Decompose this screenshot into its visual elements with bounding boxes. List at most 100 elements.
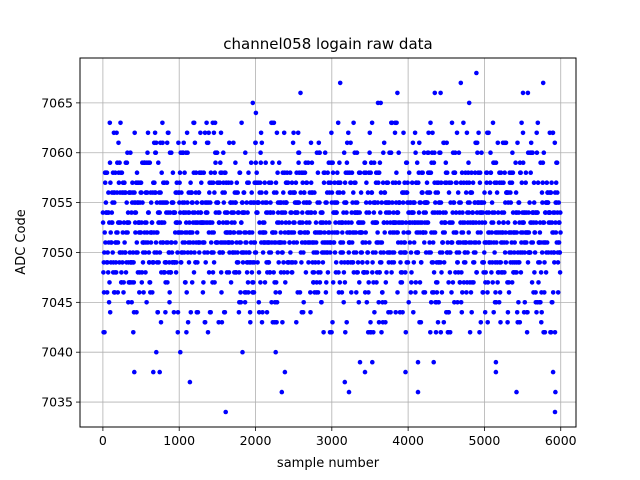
data-point	[455, 190, 461, 195]
data-point	[214, 150, 220, 155]
axis-ticks: 0 1000 2000 3000 4000 5000 6000 7035 7040 7045 705…	[41, 95, 577, 448]
data-point	[202, 320, 208, 325]
data-point	[479, 150, 484, 155]
data-point	[106, 210, 111, 215]
data-point	[403, 220, 409, 225]
data-point	[447, 330, 453, 335]
data-point	[486, 130, 491, 136]
data-point	[268, 250, 274, 255]
data-point	[547, 210, 553, 215]
data-point	[388, 310, 393, 315]
data-point	[152, 180, 157, 185]
data-point	[102, 330, 107, 335]
data-point	[292, 220, 297, 225]
data-point	[201, 170, 207, 175]
data-point	[473, 220, 479, 225]
data-point	[147, 160, 153, 165]
data-point	[360, 220, 366, 225]
data-point	[329, 190, 335, 195]
data-point	[106, 190, 111, 195]
data-point	[517, 260, 522, 265]
data-point	[335, 120, 341, 126]
data-point	[311, 280, 316, 285]
data-point	[384, 270, 389, 275]
data-point	[115, 290, 121, 295]
data-point	[402, 240, 408, 245]
data-point	[510, 170, 516, 175]
data-point	[432, 150, 437, 155]
data-point	[541, 220, 547, 225]
data-point	[248, 320, 253, 325]
data-point	[509, 180, 515, 185]
data-point	[367, 130, 373, 136]
data-point	[513, 160, 518, 165]
data-point	[542, 330, 548, 335]
data-point	[130, 250, 136, 255]
data-point	[315, 290, 321, 295]
data-point	[493, 290, 498, 295]
data-point	[324, 200, 329, 205]
data-point	[497, 290, 503, 295]
data-point	[127, 250, 133, 255]
data-point	[302, 190, 307, 195]
data-point	[221, 150, 226, 155]
data-point	[516, 210, 522, 215]
data-point	[520, 160, 526, 165]
data-point	[378, 210, 383, 215]
data-point	[454, 230, 459, 235]
data-point	[539, 320, 544, 325]
outlier-point	[346, 389, 352, 395]
data-point	[211, 230, 216, 235]
data-point	[512, 220, 518, 225]
data-point	[329, 330, 334, 335]
data-point	[344, 140, 350, 146]
data-point	[203, 260, 208, 265]
y-tick-label: 7065	[41, 95, 73, 110]
data-point	[105, 260, 110, 265]
data-point	[256, 270, 262, 275]
data-point	[235, 250, 240, 255]
data-point	[548, 190, 554, 195]
data-point	[427, 240, 432, 245]
data-point	[444, 170, 450, 175]
x-axis-label: sample number	[277, 456, 380, 471]
data-point	[431, 290, 437, 295]
data-point	[227, 140, 232, 146]
data-point	[423, 210, 429, 215]
data-point	[384, 220, 390, 225]
data-point	[294, 240, 300, 245]
data-point	[334, 210, 339, 215]
data-point	[144, 230, 150, 235]
data-point	[538, 270, 544, 275]
data-point	[138, 230, 144, 235]
data-point	[363, 200, 369, 205]
data-point	[193, 170, 199, 175]
x-tick-label: 6000	[545, 433, 577, 448]
data-point	[236, 210, 241, 215]
data-point	[393, 310, 399, 315]
data-point	[236, 270, 242, 275]
data-point	[258, 130, 264, 136]
data-point	[160, 120, 165, 126]
data-point	[173, 270, 179, 275]
data-point	[110, 250, 115, 255]
data-point	[169, 250, 175, 255]
data-point	[371, 330, 376, 335]
data-point	[526, 210, 531, 215]
data-point	[538, 300, 543, 305]
y-tick-label: 7040	[41, 345, 73, 360]
data-point	[342, 180, 348, 185]
data-point	[254, 170, 259, 175]
data-point	[274, 320, 279, 325]
data-point	[394, 170, 399, 175]
data-point	[147, 260, 152, 265]
data-point	[364, 270, 370, 275]
data-point	[234, 180, 240, 185]
data-point	[213, 160, 218, 165]
x-tick-label: 0	[99, 433, 107, 448]
data-point	[255, 210, 260, 215]
data-point	[354, 200, 360, 205]
data-point	[557, 270, 563, 275]
data-point	[381, 220, 387, 225]
